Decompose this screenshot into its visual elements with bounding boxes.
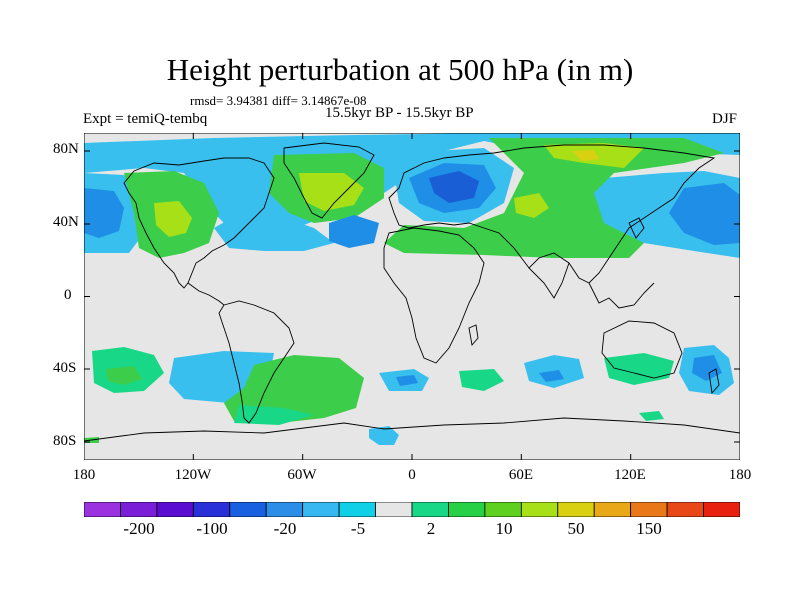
contour-regions: [84, 133, 740, 445]
colorbar-label: 150: [636, 519, 662, 538]
region-south-pacific-green: [106, 366, 142, 385]
lon-tick-120e: 120E: [614, 467, 646, 483]
colorbar-label: -200: [123, 519, 155, 538]
coastlines: [84, 142, 740, 460]
lon-tick-180e: 180: [728, 467, 752, 483]
coastline-new-zealand: [708, 368, 720, 395]
map-ticks: [84, 133, 740, 460]
lon-tick-60e: 60E: [508, 467, 534, 483]
colorbar-label: 10: [495, 519, 513, 538]
lon-tick-0: 0: [408, 467, 416, 483]
region-atlantic-midblue: [329, 215, 379, 248]
region-asia-yellow: [572, 150, 599, 161]
colorbar: [84, 502, 740, 517]
lat-tick-40n: 40N: [53, 214, 79, 230]
coastline-south-america: [218, 300, 295, 424]
region-asia-green: [384, 138, 724, 258]
season-label: DJF: [712, 111, 738, 127]
region-tasman-midblue: [692, 355, 722, 381]
colorbar-label: -100: [196, 519, 228, 538]
map-title: Height perturbation at 500 hPa (in m): [166, 52, 634, 87]
period-label: 15.5kyr BP - 15.5kyr BP: [325, 105, 474, 121]
colorbar-cell: [302, 502, 340, 517]
colorbar-cell: [520, 502, 559, 517]
colorbar-cell: [411, 502, 449, 517]
lon-tick-120w: 120W: [174, 467, 212, 483]
colorbar-cell: [630, 502, 668, 517]
colorbar-cell: [229, 502, 267, 517]
colorbar-cell: [448, 502, 486, 517]
region-atlantic-blue: [214, 208, 334, 251]
region-south-atlantic-midblue: [396, 375, 418, 386]
statistics-text: rmsd= 3.94381 diff= 3.14867e-08: [190, 93, 367, 108]
colorbar-cell: [265, 502, 304, 517]
colorbar-cell: [557, 502, 595, 517]
coastline-southeast-asia: [588, 282, 655, 309]
coastline-antarctica: [84, 417, 740, 460]
contour-map: [84, 133, 740, 460]
region-south-america-aqua: [234, 405, 314, 425]
colorbar-cell: [703, 502, 740, 517]
colorbar-cell: [375, 502, 413, 517]
colorbar-cell: [666, 502, 704, 517]
colorbar-label: 50: [567, 519, 585, 538]
coastline-central-america: [187, 282, 225, 306]
colorbar-label: -20: [273, 519, 297, 538]
experiment-label: Expt = temiQ-tembq: [83, 111, 208, 127]
coastline-madagascar: [468, 324, 479, 347]
colorbar-cell: [338, 502, 376, 517]
colorbar-cell: [120, 502, 158, 517]
colorbar-label: 2: [426, 519, 436, 538]
coastline-europe-asia: [388, 144, 716, 284]
lat-tick-80n: 80N: [53, 141, 79, 157]
coastline-japan: [628, 217, 645, 239]
lat-tick-0: 0: [64, 287, 72, 303]
coastline-australia: [601, 320, 683, 379]
region-europe-darkblue: [429, 171, 479, 203]
region-nw-pacific-midblue: [84, 188, 124, 238]
colorbar-label: -5: [350, 519, 366, 538]
colorbar-cell: [156, 502, 194, 517]
colorbar-cell: [593, 502, 632, 517]
coastline-greenland: [283, 142, 375, 219]
region-antarctic-blue: [369, 426, 399, 445]
colorbar-cell: [84, 502, 121, 517]
coastline-north-america: [123, 157, 275, 289]
lon-tick-180w: 180: [72, 467, 96, 483]
colorbar-cell: [484, 502, 522, 517]
lon-tick-60w: 60W: [287, 467, 317, 483]
coastline-africa: [383, 227, 485, 364]
lat-tick-40s: 40S: [53, 360, 77, 376]
region-indian-aqua: [459, 369, 504, 391]
region-asia-yellowgreen-2: [514, 193, 549, 218]
lat-tick-80s: 80S: [53, 433, 77, 449]
region-greenland-yellowgreen: [299, 173, 364, 211]
region-namerica-yellowgreen: [154, 201, 192, 237]
colorbar-cell: [192, 502, 231, 517]
coastline-india: [528, 262, 570, 299]
region-east-pacific-midblue: [669, 183, 740, 245]
region-indian-midblue: [539, 370, 564, 382]
region-subantarctic-aqua: [639, 411, 664, 421]
